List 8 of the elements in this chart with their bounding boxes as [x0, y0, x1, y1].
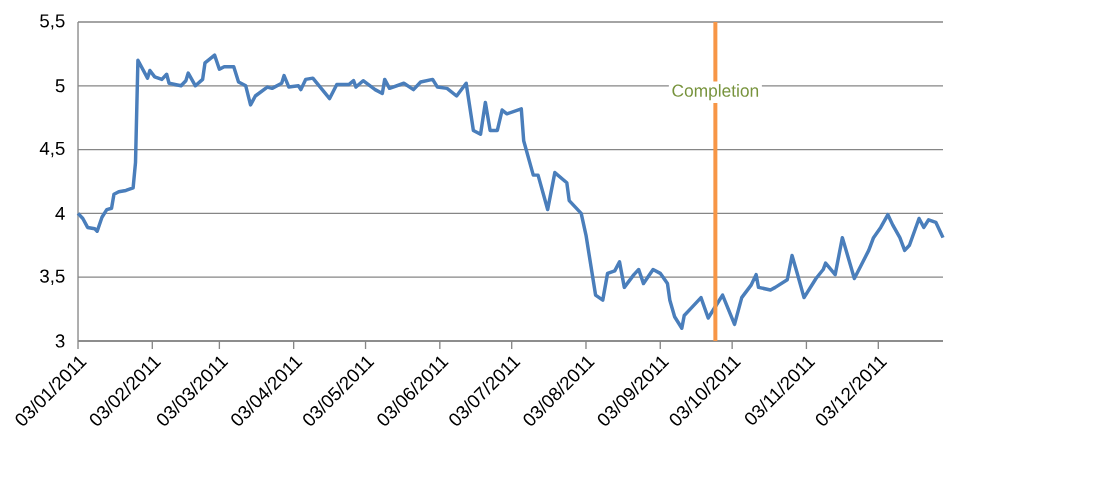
- y-tick-label: 4,5: [39, 141, 65, 158]
- y-tick-label: 3: [55, 334, 65, 348]
- y-tick-label: 5,5: [40, 14, 65, 30]
- y-tick-label: 4: [55, 206, 65, 220]
- ref-line-label: Completion: [672, 84, 759, 101]
- y-tick-label: 3,5: [40, 269, 65, 285]
- line-series: [76, 53, 945, 330]
- y-tick-label: 5: [55, 79, 65, 93]
